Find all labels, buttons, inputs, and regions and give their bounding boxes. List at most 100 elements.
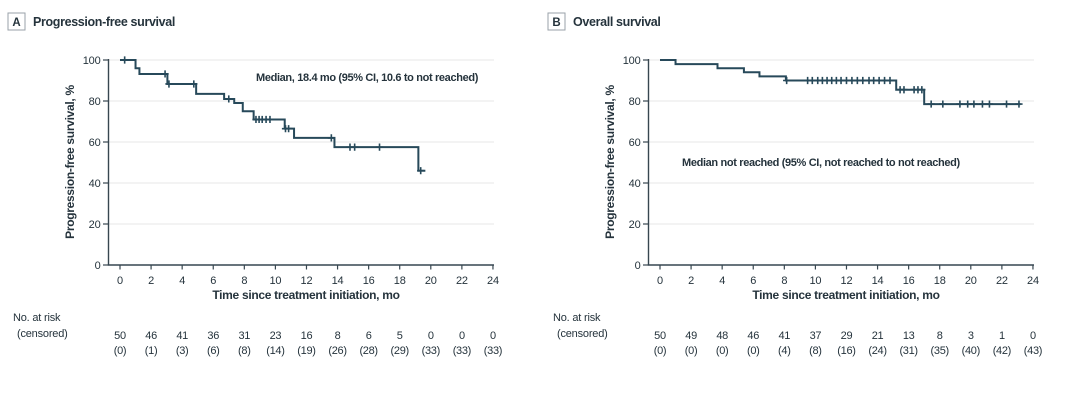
at-risk-values-row: 50 46 41 36 31 23 16 8 6 5 0 0 0 [114, 330, 496, 342]
x-tick-label: 0 [657, 275, 663, 287]
censor-mark [1002, 100, 1011, 108]
km-curve [120, 59, 426, 172]
at-risk-value: 41 [778, 330, 790, 342]
at-risk-label: No. at risk [13, 312, 61, 324]
censor-mark [964, 100, 972, 108]
y-tick-label: 20 [629, 219, 641, 231]
at-risk-value: 0 [490, 330, 496, 342]
at-risk-value: 0 [459, 330, 465, 342]
x-tick-label: 22 [456, 275, 468, 287]
x-tick-label: 10 [809, 275, 821, 287]
censored-value: (14) [266, 345, 284, 357]
y-tick-label: 20 [89, 219, 101, 231]
censor-mark [165, 80, 173, 88]
at-risk-value: 16 [301, 330, 313, 342]
km-curve [660, 59, 1021, 106]
at-risk-value: 1 [999, 330, 1005, 342]
panel-label-box [547, 12, 566, 31]
censored-value: (8) [809, 345, 822, 357]
censored-values-row: (0) (0) (0) (0) (4) (8) (16) (24) (31) (35) (40) (4… [654, 345, 1043, 357]
censor-mark [327, 134, 335, 142]
at-risk-value: 46 [747, 330, 759, 342]
censored-value: (29) [391, 345, 409, 357]
x-tick-label: 16 [903, 275, 915, 287]
censored-value: (31) [899, 345, 917, 357]
y-tick-label: 40 [629, 178, 641, 190]
censor-mark [886, 76, 894, 85]
at-risk-value: 48 [716, 330, 728, 342]
censored-value: (35) [931, 345, 949, 357]
at-risk-value: 3 [968, 330, 974, 342]
censored-value: (6) [207, 345, 220, 357]
at-risk-value: 29 [841, 330, 853, 342]
censored-value: (8) [238, 345, 251, 357]
at-risk-value: 0 [428, 330, 434, 342]
x-tick-label: 2 [688, 275, 694, 287]
at-risk-value: 21 [872, 330, 884, 342]
x-tick-label: 24 [487, 275, 499, 287]
x-axis-title: Time since treatment initiation, mo [212, 288, 399, 302]
censored-label: (censored) [17, 328, 68, 340]
panel-label-box [7, 12, 26, 31]
censored-value: (42) [993, 345, 1011, 357]
panel-title: Overall survival [573, 15, 661, 29]
censor-mark [985, 100, 994, 108]
x-tick-label: 8 [241, 275, 247, 287]
at-risk-table: No. at risk (censored) 50 46 41 36 31 23 16 8 6 5… [13, 312, 502, 357]
x-tick-label: 2 [148, 275, 154, 287]
at-risk-value: 13 [903, 330, 915, 342]
y-tick-label: 0 [635, 260, 641, 272]
censor-mark [783, 76, 791, 85]
x-tick-label: 0 [117, 275, 123, 287]
panel-label-letter: A [12, 17, 20, 29]
censor-mark [266, 115, 274, 124]
y-tick-label: 60 [629, 137, 641, 149]
median-annotation: Median not reached (95% CI, not reached … [682, 157, 960, 169]
at-risk-table: No. at risk (censored) 50 49 48 46 41 37 29 21 1… [553, 312, 1042, 357]
censor-mark [285, 125, 293, 133]
censored-value: (0) [654, 345, 667, 357]
x-tick-label: 6 [210, 275, 216, 287]
censored-value: (33) [453, 345, 471, 357]
censored-value: (33) [422, 345, 440, 357]
censored-value: (43) [1024, 345, 1042, 357]
y-axis-title: Progression-free survival, % [603, 85, 617, 239]
censor-mark [225, 95, 233, 103]
x-tick-label: 20 [425, 275, 437, 287]
censor-mark [939, 100, 947, 108]
censored-value: (0) [747, 345, 760, 357]
censor-mark [978, 100, 987, 108]
at-risk-value: 50 [114, 330, 126, 342]
at-risk-value: 5 [397, 330, 403, 342]
censored-value: (1) [145, 345, 158, 357]
x-tick-label: 8 [781, 275, 787, 287]
at-risk-label: No. at risk [553, 312, 601, 324]
censor-mark [375, 143, 384, 151]
at-risk-value: 41 [176, 330, 188, 342]
x-tick-label: 22 [996, 275, 1008, 287]
y-tick-label: 100 [623, 55, 641, 67]
at-risk-value: 23 [270, 330, 282, 342]
censor-mark [970, 100, 978, 108]
censored-value: (24) [868, 345, 886, 357]
km-curve-group [120, 59, 426, 172]
gridlines-group [649, 59, 1034, 225]
panel-header: A Progression-free survival [7, 12, 175, 31]
censored-value: (0) [114, 345, 127, 357]
censored-value: (40) [962, 345, 980, 357]
at-risk-value: 50 [654, 330, 666, 342]
x-tick-label: 24 [1027, 275, 1039, 287]
censored-values-row: (0) (1) (3) (6) (8) (14) (19) (26) (28) (29) (33) (… [114, 345, 503, 357]
panel-title: Progression-free survival [33, 15, 175, 29]
censored-value: (3) [176, 345, 189, 357]
at-risk-value: 6 [366, 330, 372, 342]
at-risk-values-row: 50 49 48 46 41 37 29 21 13 8 3 1 0 [654, 330, 1036, 342]
x-tick-label: 6 [750, 275, 756, 287]
censored-value: (4) [778, 345, 791, 357]
x-tick-label: 4 [719, 275, 725, 287]
censor-mark [1015, 100, 1023, 108]
x-tick-label: 10 [269, 275, 281, 287]
